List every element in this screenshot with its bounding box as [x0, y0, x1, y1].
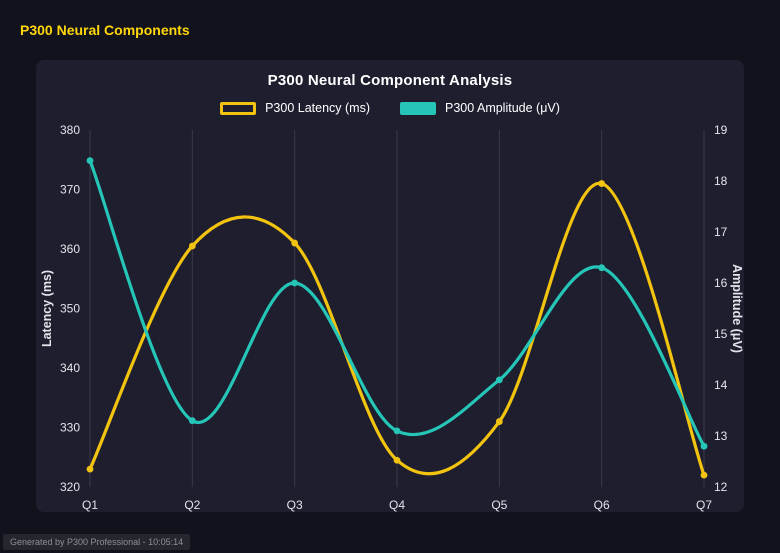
series-latency[interactable]: [86, 180, 708, 479]
data-point[interactable]: [86, 157, 94, 164]
left-tick-label: 350: [60, 302, 80, 316]
amplitude-swatch-icon: [400, 101, 436, 115]
right-axis-title: Amplitude (μV): [730, 264, 744, 353]
legend-label-amplitude: P300 Amplitude (μV): [445, 101, 560, 115]
x-tick-label: Q6: [594, 498, 610, 512]
right-tick-label: 17: [714, 225, 728, 239]
left-axis-title: Latency (ms): [40, 270, 54, 347]
legend-label-latency: P300 Latency (ms): [265, 101, 370, 115]
left-tick-label: 380: [60, 123, 80, 137]
right-tick-label: 12: [714, 480, 728, 494]
x-tick-label: Q2: [184, 498, 200, 512]
data-point[interactable]: [393, 456, 401, 464]
legend-item-amplitude[interactable]: P300 Amplitude (μV): [400, 101, 560, 115]
legend-item-latency[interactable]: P300 Latency (ms): [220, 101, 370, 115]
left-tick-label: 370: [60, 183, 80, 197]
data-point[interactable]: [700, 471, 708, 479]
left-tick-label: 340: [60, 361, 80, 375]
data-point[interactable]: [598, 180, 606, 187]
data-point[interactable]: [291, 279, 299, 287]
x-tick-label: Q7: [696, 498, 712, 512]
left-tick-label: 320: [60, 480, 80, 494]
x-tick-label: Q4: [389, 498, 405, 512]
data-point[interactable]: [188, 242, 196, 250]
data-point[interactable]: [86, 465, 94, 473]
data-point[interactable]: [393, 427, 401, 435]
chart-panel: P300 Neural Component Analysis P300 Late…: [36, 60, 744, 512]
left-tick-label: 360: [60, 242, 80, 256]
right-tick-label: 13: [714, 429, 728, 443]
page-title: P300 Neural Components: [20, 22, 190, 38]
x-tick-label: Q1: [82, 498, 98, 512]
x-tick-label: Q3: [287, 498, 303, 512]
chart-legend: P300 Latency (ms) P300 Amplitude (μV): [36, 101, 744, 115]
x-tick-label: Q5: [491, 498, 507, 512]
data-point[interactable]: [495, 418, 503, 425]
chart-title: P300 Neural Component Analysis: [267, 72, 513, 89]
series-amplitude[interactable]: [86, 157, 708, 450]
data-point[interactable]: [700, 442, 708, 450]
data-point[interactable]: [188, 417, 196, 425]
left-tick-label: 330: [60, 421, 80, 435]
data-point[interactable]: [291, 239, 299, 247]
right-tick-label: 19: [714, 123, 728, 137]
data-point[interactable]: [495, 376, 503, 384]
right-tick-label: 18: [714, 174, 728, 188]
right-tick-label: 15: [714, 327, 728, 341]
line-chart[interactable]: 320 330 340 350 360 370 380 12 13 14 15 16 17 18 19 Q1 Q…: [36, 60, 744, 512]
right-tick-label: 16: [714, 276, 728, 290]
data-point[interactable]: [598, 264, 606, 272]
footer-status: Generated by P300 Professional - 10:05:1…: [3, 534, 191, 550]
right-tick-label: 14: [714, 378, 728, 392]
latency-swatch-icon: [220, 101, 257, 115]
